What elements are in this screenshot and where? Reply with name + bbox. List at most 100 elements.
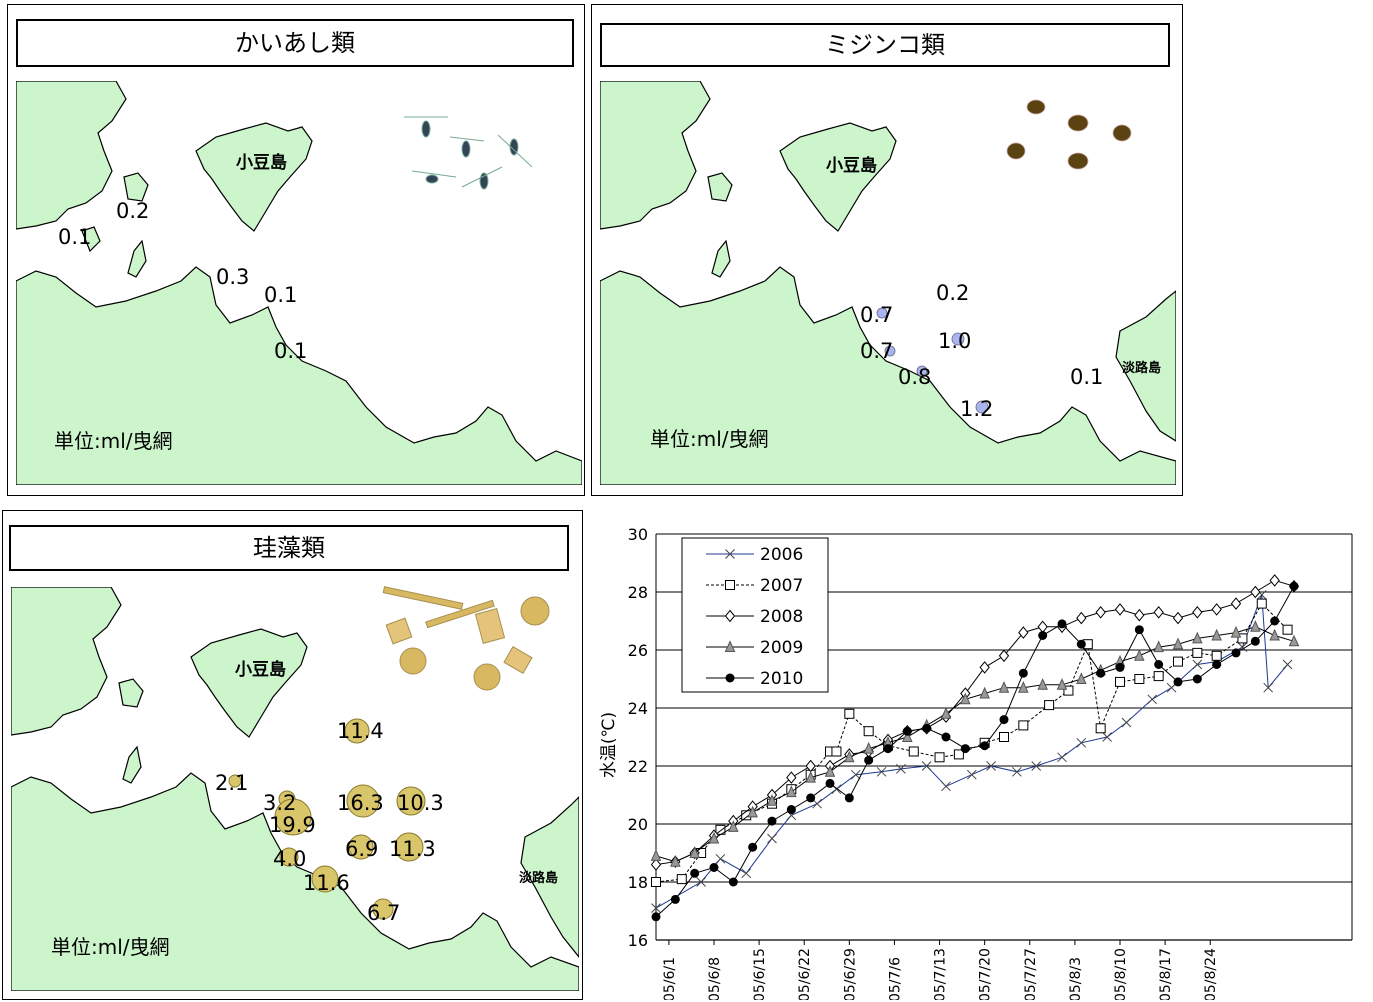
cladoceran-panel: ミジンコ類 小豆島 淡路島 0.2 0.7 1.0 0.7 0.8 1.2 0.…	[591, 4, 1183, 496]
point-marker	[1230, 625, 1242, 638]
point-marker	[980, 741, 990, 751]
cladoceran-bubble-5	[975, 400, 989, 414]
point-marker	[1270, 616, 1280, 626]
diatom-bubble-5	[346, 784, 380, 818]
shodoshima-island	[190, 628, 308, 738]
point-marker	[896, 764, 906, 774]
small-island-1	[123, 172, 149, 202]
point-marker	[1038, 631, 1048, 640]
point-marker	[953, 749, 964, 760]
point-marker	[747, 805, 758, 818]
series-2010	[651, 581, 1299, 922]
point-marker	[1192, 647, 1203, 658]
point-marker	[651, 877, 661, 887]
point-marker	[966, 769, 977, 780]
point-marker	[1076, 672, 1087, 684]
diatom-bubble-6	[396, 786, 426, 816]
point-marker	[876, 766, 887, 777]
x-tick-label: 05/6/1	[662, 957, 678, 1000]
small-island-2	[127, 239, 147, 278]
diatom-illustration	[382, 586, 550, 691]
copepod-value-4: 0.1	[264, 283, 298, 307]
shodoshima-island	[195, 122, 313, 232]
point-marker	[1134, 625, 1144, 635]
awaji-island	[520, 796, 579, 958]
awaji-label: 淡路島	[519, 871, 559, 886]
cladoceran-value-3: 1.0	[938, 329, 972, 353]
point-marker	[1044, 700, 1055, 711]
point-marker	[1289, 581, 1299, 591]
point-marker	[1256, 598, 1267, 609]
point-marker	[696, 877, 706, 887]
copepod-value-3: 0.3	[216, 265, 250, 289]
point-marker	[725, 580, 735, 590]
point-marker	[1057, 619, 1067, 629]
legend-entry: 2009	[760, 638, 803, 658]
point-marker	[1288, 634, 1300, 647]
point-marker	[767, 816, 777, 826]
point-marker	[844, 708, 855, 719]
diatom-bubble-9	[279, 847, 299, 867]
point-marker	[1134, 649, 1145, 661]
point-marker	[786, 771, 797, 784]
cladoceran-value-4: 0.7	[860, 339, 894, 363]
point-marker	[725, 673, 735, 683]
point-marker	[1153, 671, 1164, 682]
point-marker	[1250, 620, 1261, 632]
diatom-bubble-2	[228, 774, 242, 788]
small-island-1	[707, 172, 733, 202]
copepod-value-2: 0.2	[116, 199, 150, 223]
point-marker	[650, 849, 662, 861]
point-marker	[1134, 674, 1145, 684]
point-marker	[725, 549, 735, 559]
point-marker	[1018, 668, 1028, 678]
point-marker	[1250, 636, 1260, 646]
point-marker	[1076, 737, 1087, 748]
diatom-panel: 珪藻類 小豆島 淡路島 11.4 2.1 3.2 19.9 16.3 10.3	[2, 510, 583, 1000]
point-marker	[1282, 624, 1293, 635]
honshu-coast	[11, 587, 122, 736]
point-marker	[941, 732, 951, 742]
copepod-unit: 単位:ml/曳網	[54, 429, 173, 453]
point-marker	[1282, 659, 1293, 670]
point-marker	[1134, 608, 1145, 622]
point-marker	[1173, 677, 1183, 687]
y-tick-label: 26	[628, 641, 648, 660]
point-marker	[1192, 674, 1202, 684]
point-marker	[1263, 682, 1274, 693]
point-marker	[998, 649, 1010, 663]
point-marker	[1192, 631, 1203, 644]
point-marker	[748, 842, 758, 852]
awaji-label: 淡路島	[1122, 361, 1162, 376]
legend-entry: 2007	[760, 576, 803, 596]
diatom-bubble-10	[311, 865, 339, 893]
x-tick-label: 05/6/8	[707, 957, 723, 1000]
point-marker	[921, 761, 932, 771]
small-island-2	[711, 239, 731, 278]
point-marker	[1231, 648, 1241, 658]
diatom-value-5: 16.3	[337, 791, 384, 815]
legend-entry: 2008	[760, 607, 803, 627]
point-marker	[1154, 660, 1164, 669]
point-marker	[1095, 606, 1106, 619]
point-marker	[786, 785, 797, 798]
cladoceran-unit: 単位:ml/曳網	[650, 427, 769, 451]
small-island-2	[122, 745, 142, 784]
point-marker	[1269, 628, 1280, 641]
series-line-2008	[655, 579, 1295, 866]
point-marker	[1250, 585, 1261, 599]
point-marker	[999, 732, 1009, 742]
x-tick-label: 05/6/15	[752, 948, 768, 1000]
cladoceran-title: ミジンコ類	[600, 23, 1170, 67]
point-marker	[863, 741, 874, 754]
point-marker	[1115, 662, 1125, 672]
point-marker	[863, 726, 874, 737]
point-marker	[724, 640, 736, 652]
point-marker	[1212, 660, 1222, 669]
y-tick-label: 18	[628, 873, 648, 892]
point-marker	[1147, 694, 1158, 705]
point-marker	[1076, 611, 1087, 625]
point-marker	[1211, 628, 1222, 641]
small-island-1	[118, 678, 144, 708]
copepod-panel: かいあし類 小豆島 0.1 0.2 0.3 0.1 0.1 単位:ml/曳網	[7, 4, 585, 496]
